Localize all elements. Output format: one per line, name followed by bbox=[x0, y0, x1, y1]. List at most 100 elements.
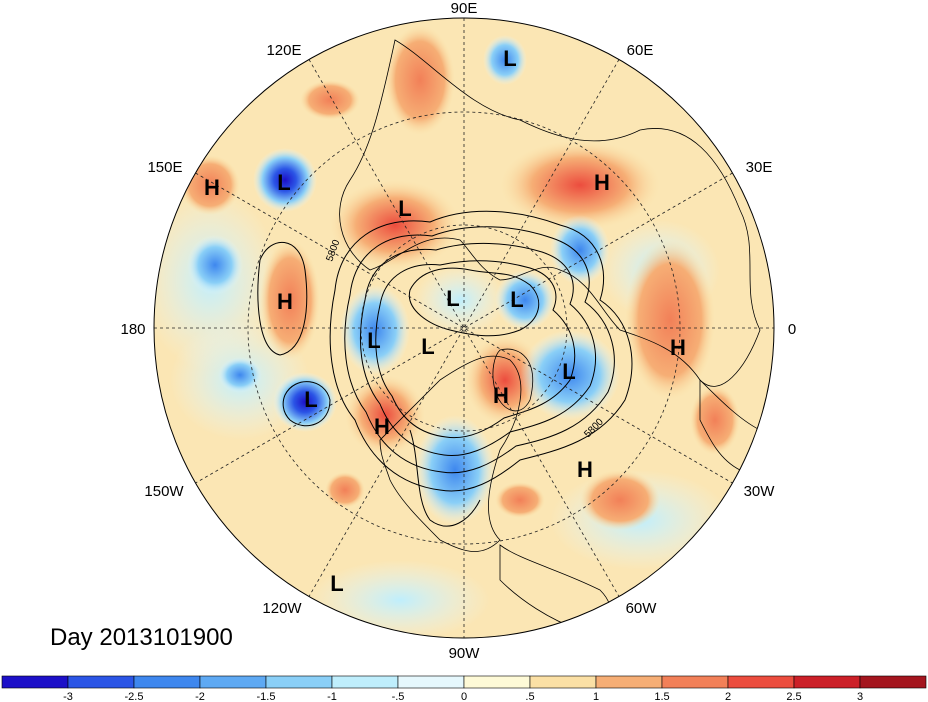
anomaly-warm bbox=[625, 240, 715, 400]
latitude-circle-30 bbox=[247, 111, 681, 545]
longitude-labels: 90E 60E 30E 0 30W 60W 90W 120W 150W 180 … bbox=[120, 0, 796, 662]
pressure-marker-high: H bbox=[594, 170, 610, 195]
graticule bbox=[154, 18, 774, 638]
meridian-150e-30w bbox=[195, 172, 733, 484]
colorbar: -3 -2.5 -2 -1.5 -1 -.5 0 .5 1 1.5 2 2.5 3 bbox=[1, 675, 927, 702]
meridian-60e-120w bbox=[308, 59, 620, 597]
colorbar-swatch bbox=[133, 675, 201, 689]
map-boundary bbox=[153, 17, 775, 639]
lon-label-30w: 30W bbox=[744, 483, 776, 500]
anomaly-field bbox=[154, 18, 774, 638]
pressure-marker-low: L bbox=[421, 334, 434, 359]
colorbar-tick-label: -2.5 bbox=[125, 691, 144, 702]
lon-label-0: 0 bbox=[788, 321, 796, 338]
contour-5800 bbox=[329, 210, 633, 492]
anomaly-cold bbox=[415, 265, 505, 335]
anomaly-warm bbox=[580, 470, 660, 530]
meridian-30e-150w bbox=[195, 172, 733, 484]
pressure-marker-low: L bbox=[277, 170, 290, 195]
colorbar-swatch bbox=[793, 675, 861, 689]
lon-label-90w: 90W bbox=[449, 645, 481, 662]
day-title: Day 2013101900 bbox=[50, 624, 233, 651]
colorbar-tick-label: -2 bbox=[195, 691, 205, 702]
lon-label-120w: 120W bbox=[262, 600, 302, 617]
anomaly-cold bbox=[483, 35, 527, 85]
pressure-system-markers: L H L L H H L L L L L H H L H H L bbox=[204, 46, 686, 596]
colorbar-swatch bbox=[595, 675, 663, 689]
lon-label-90e: 90E bbox=[451, 0, 478, 17]
colorbar-swatch bbox=[199, 675, 267, 689]
pressure-marker-low: L bbox=[503, 46, 516, 71]
pressure-marker-high: H bbox=[374, 414, 390, 439]
contour-5600 bbox=[359, 242, 597, 457]
pressure-marker-high: H bbox=[670, 335, 686, 360]
colorbar-swatch bbox=[67, 675, 135, 689]
lon-label-60e: 60E bbox=[627, 42, 654, 59]
anomaly-cold-strong bbox=[253, 148, 317, 212]
anomaly-cold bbox=[415, 415, 495, 525]
anomaly-warm bbox=[330, 180, 460, 270]
lon-label-30e: 30E bbox=[746, 159, 773, 176]
pressure-marker-low: L bbox=[398, 196, 411, 221]
lon-label-180: 180 bbox=[120, 321, 145, 338]
colorbar-tick-label: 3 bbox=[857, 691, 863, 702]
colorbar-tick-label: .5 bbox=[525, 691, 534, 702]
contour-5500 bbox=[375, 260, 576, 439]
contour-low bbox=[282, 381, 331, 427]
lon-label-150w: 150W bbox=[144, 483, 184, 500]
contour-ridge bbox=[257, 242, 308, 356]
greenland-outline bbox=[492, 348, 534, 412]
pressure-marker-high: H bbox=[277, 289, 293, 314]
colorbar-swatch bbox=[397, 675, 465, 689]
anomaly-cold bbox=[218, 357, 262, 393]
anomaly-warm bbox=[385, 25, 455, 135]
colorbar-swatch bbox=[265, 675, 333, 689]
lon-label-60w: 60W bbox=[626, 600, 658, 617]
colorbar-swatch bbox=[331, 675, 399, 689]
colorbar-swatch bbox=[529, 675, 597, 689]
colorbar-tick-label: 2 bbox=[725, 691, 731, 702]
anomaly-warm bbox=[690, 385, 740, 455]
pressure-marker-low: L bbox=[446, 286, 459, 311]
colorbar-tick-label: 1 bbox=[593, 691, 599, 702]
height-contours bbox=[257, 210, 633, 527]
pressure-marker-high: H bbox=[204, 175, 220, 200]
anomaly-warm bbox=[300, 80, 360, 120]
anomaly-warm bbox=[500, 140, 660, 230]
anomaly-warm bbox=[495, 482, 545, 518]
pressure-marker-low: L bbox=[562, 359, 575, 384]
latitude-circle-60 bbox=[360, 224, 568, 432]
anomaly-cold bbox=[495, 270, 555, 330]
eurasia-outline bbox=[339, 39, 761, 387]
pressure-marker-low: L bbox=[330, 571, 343, 596]
colorbar-tick-label: 0 bbox=[461, 691, 467, 702]
pressure-marker-high: H bbox=[493, 383, 509, 408]
anomaly-cold bbox=[550, 215, 610, 285]
colorbar-tick-label: 2.5 bbox=[786, 691, 801, 702]
contour-5700 bbox=[344, 226, 615, 474]
colorbar-swatch bbox=[859, 675, 927, 689]
lon-label-120e: 120E bbox=[266, 42, 301, 59]
colorbar-tick-label: 1.5 bbox=[654, 691, 669, 702]
colorbar-swatch bbox=[1, 675, 69, 689]
pressure-marker-high: H bbox=[577, 457, 593, 482]
colorbar-swatch bbox=[727, 675, 795, 689]
anomaly-warm bbox=[325, 472, 365, 508]
pressure-marker-low: L bbox=[304, 387, 317, 412]
lon-label-150e: 150E bbox=[147, 159, 182, 176]
pressure-marker-low: L bbox=[510, 287, 523, 312]
colorbar-tick-label: -1 bbox=[327, 691, 337, 702]
anomaly-cold bbox=[340, 285, 410, 375]
colorbar-swatch bbox=[463, 675, 531, 689]
anomaly-cold-strong bbox=[273, 372, 337, 432]
colorbar-tick-label: -1.5 bbox=[257, 691, 276, 702]
colorbar-tick-label: -3 bbox=[63, 691, 73, 702]
contour-trough bbox=[409, 429, 481, 527]
pressure-marker-low: L bbox=[367, 328, 380, 353]
meridian-120e-60w bbox=[308, 59, 620, 597]
colorbar-swatch bbox=[661, 675, 729, 689]
anomaly-cold bbox=[187, 235, 243, 295]
north-america-outline bbox=[379, 355, 522, 552]
